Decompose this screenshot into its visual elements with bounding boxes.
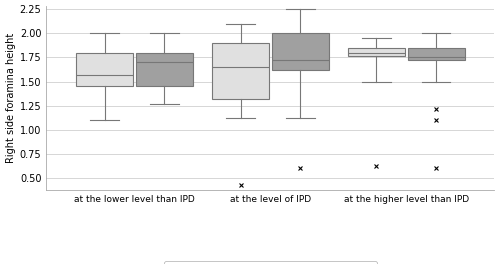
PathPatch shape <box>76 53 133 86</box>
Y-axis label: Right side foramina height: Right side foramina height <box>6 33 16 163</box>
PathPatch shape <box>408 48 465 60</box>
PathPatch shape <box>212 43 269 99</box>
PathPatch shape <box>272 33 329 70</box>
PathPatch shape <box>348 48 405 55</box>
PathPatch shape <box>136 53 193 86</box>
Legend: before surgery, after surgery: before surgery, after surgery <box>164 261 376 264</box>
